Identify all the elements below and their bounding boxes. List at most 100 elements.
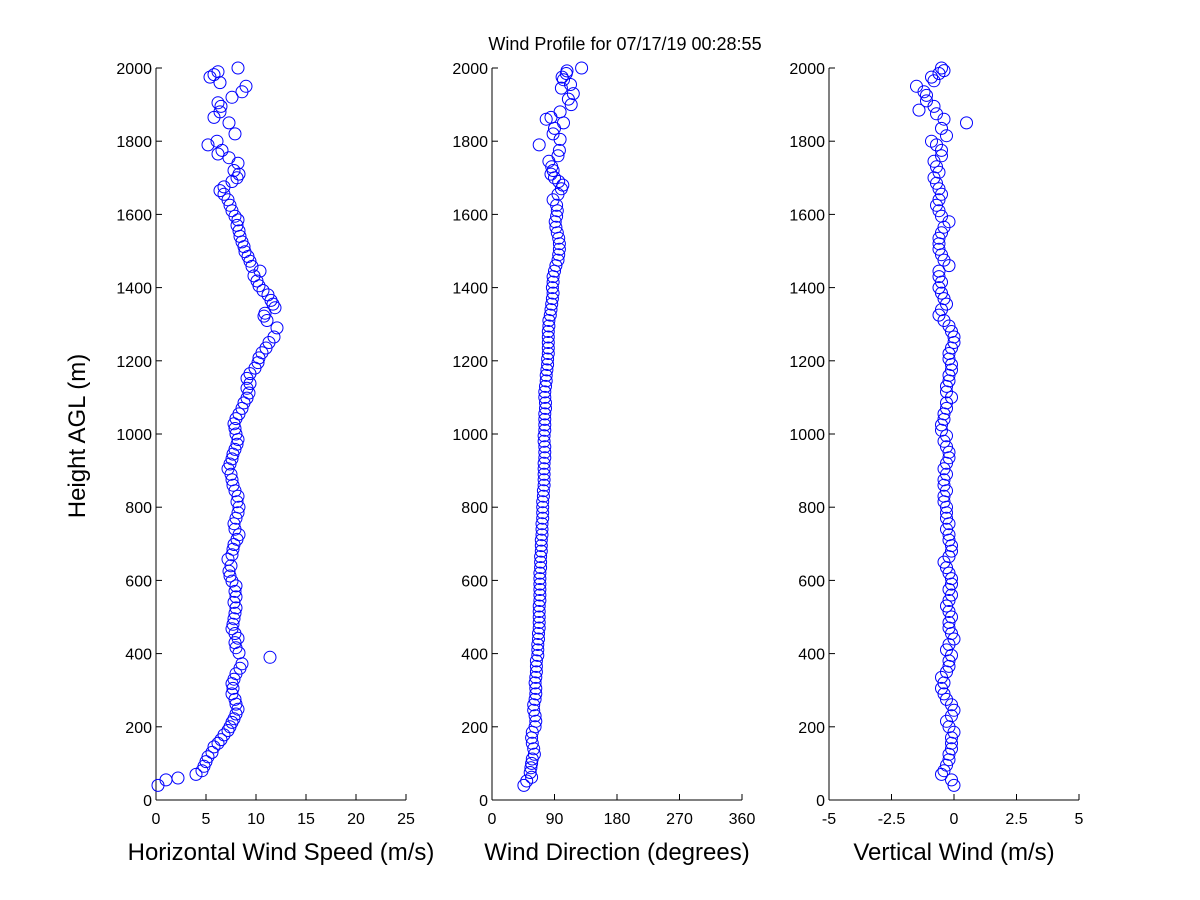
direction-data-point [533, 572, 547, 586]
speed-data-point [229, 579, 243, 593]
direction-data-point [525, 756, 539, 770]
vertical-data-point [920, 88, 933, 102]
speed-data-point [228, 127, 242, 141]
direction-data-point [529, 654, 543, 668]
vertical-data-point [932, 308, 946, 322]
vertical-data-point [932, 182, 946, 196]
vertical-panel: Vertical Wind (m/s) 0 200 400 600 800 1000 120… [789, 61, 1083, 866]
direction-data-point [534, 550, 548, 564]
vertical-data-point [940, 511, 953, 525]
vertical-x-tick-label: 0 [950, 811, 959, 828]
direction-data-point [531, 648, 545, 662]
figure-title: Wind Profile for 07/17/19 00:28:55 [488, 34, 761, 54]
speed-data-point [232, 500, 246, 514]
direction-data-point [532, 605, 546, 618]
vertical-y-tick-label: 0 [816, 793, 825, 810]
direction-data-point [528, 709, 542, 723]
direction-data-point [538, 440, 552, 454]
speed-data-point [225, 548, 239, 562]
direction-y-tick-label: 0 [479, 793, 488, 810]
direction-data-point [537, 462, 551, 476]
direction-data-point [525, 736, 539, 750]
direction-data-point [532, 616, 546, 629]
vertical-data-point [932, 264, 946, 278]
speed-y-tick-label: 1600 [116, 207, 152, 224]
direction-data-point [560, 64, 574, 78]
speed-data-point [228, 584, 242, 598]
direction-y-tick-label: 1800 [452, 134, 488, 151]
speed-data-point [226, 617, 240, 631]
direction-data-point [541, 330, 555, 344]
direction-data-point [531, 643, 545, 657]
direction-data-point [534, 544, 548, 558]
vertical-data-point [937, 292, 951, 306]
direction-data-point [541, 341, 555, 355]
direction-data-point [517, 778, 531, 792]
vertical-data-point [932, 193, 946, 207]
speed-data-point [225, 622, 239, 636]
speed-data-point [256, 284, 270, 297]
vertical-y-tick-label: 1600 [789, 207, 825, 224]
speed-data-point [235, 401, 249, 415]
direction-data-point [533, 566, 547, 580]
vertical-data-point [932, 281, 946, 295]
direction-data-point [536, 500, 550, 514]
vertical-data-point [935, 681, 948, 695]
direction-data-point [534, 555, 548, 569]
direction-data-point [546, 127, 560, 141]
direction-data-point [537, 473, 551, 487]
direction-data-point [524, 761, 538, 775]
speed-y-tick-label: 400 [125, 647, 152, 664]
vertical-data-point [945, 773, 958, 787]
direction-data-point [575, 61, 589, 75]
direction-data-point [538, 423, 552, 437]
speed-data-point [258, 306, 272, 320]
speed-data-point [263, 650, 277, 664]
direction-data-point [537, 429, 551, 443]
direction-data-point [527, 703, 541, 717]
vertical-data-point [932, 242, 946, 256]
speed-data-point [223, 198, 237, 212]
direction-data-point [552, 175, 566, 188]
vertical-data-point [930, 138, 943, 152]
direction-data-point [542, 319, 556, 333]
speed-data-point [228, 522, 242, 536]
direction-x-tick-label: 360 [729, 811, 756, 828]
vertical-data-point [942, 533, 956, 547]
direction-data-point [529, 670, 543, 684]
direction-y-tick-label: 1400 [452, 281, 488, 298]
direction-data-point [536, 506, 550, 520]
vertical-data-point [942, 594, 956, 607]
speed-data-point [225, 715, 239, 729]
vertical-y-tick-label: 800 [798, 500, 825, 517]
direction-data-point [536, 484, 550, 498]
direction-data-point [525, 770, 539, 784]
direction-data-point [541, 336, 555, 349]
speed-data-point [201, 138, 215, 152]
speed-data-point [230, 171, 244, 185]
direction-y-tick-label: 1000 [452, 427, 488, 444]
direction-data-point [542, 314, 556, 327]
direction-panel: Wind Direction (degrees) 0 200 400 600 800 10… [452, 61, 755, 866]
speed-y-tick-label: 800 [125, 500, 152, 517]
vertical-data-point [937, 473, 951, 487]
vertical-data-point [942, 347, 956, 360]
speed-data-point [211, 147, 225, 161]
vertical-y-tick-label: 1200 [789, 354, 825, 371]
vertical-y-tick-label: 200 [798, 720, 825, 737]
vertical-data-point [937, 764, 951, 778]
vertical-x-tick-label: 2.5 [1005, 811, 1027, 828]
direction-data-point [532, 610, 546, 624]
speed-data-point [222, 116, 236, 130]
direction-data-point [538, 418, 552, 432]
direction-data-point [543, 308, 557, 322]
speed-data-point [260, 314, 274, 327]
direction-x-axis-label: Wind Direction (degrees) [484, 839, 749, 866]
vertical-data-point [937, 478, 951, 492]
direction-x-tick-label: 0 [488, 811, 497, 828]
direction-data-point [540, 363, 554, 377]
speed-data-point [211, 65, 225, 79]
speed-data-point [232, 224, 246, 238]
vertical-data-point [930, 107, 943, 121]
